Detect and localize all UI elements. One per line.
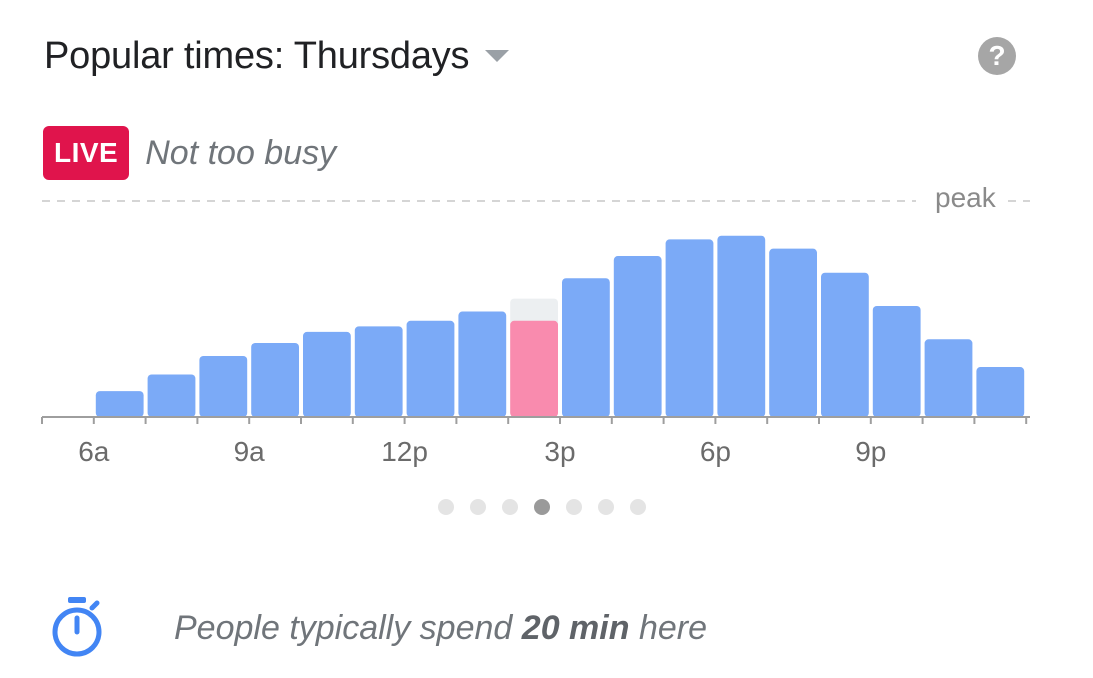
timer-icon	[52, 597, 102, 657]
bar-9p[interactable]	[872, 306, 921, 417]
help-button[interactable]: ?	[978, 37, 1016, 75]
bar-5p[interactable]	[665, 239, 714, 417]
live-badge: LIVE	[43, 126, 130, 180]
pager-dot[interactable]	[598, 499, 614, 515]
peak-label: peak	[935, 182, 997, 213]
x-ticks	[41, 417, 1028, 424]
bar-8a[interactable]	[199, 355, 248, 417]
spend-prefix: People typically spend	[174, 608, 522, 647]
spend-duration: 20 min	[521, 608, 630, 647]
bar-11p[interactable]	[976, 367, 1025, 417]
live-row: LIVE Not too busy	[43, 126, 336, 180]
title-row: Popular times: Thursdays	[44, 28, 515, 84]
bar-7p[interactable]	[769, 248, 817, 417]
day-pager	[438, 499, 646, 515]
bar-4p[interactable]	[613, 256, 662, 417]
bar-9a[interactable]	[251, 343, 299, 417]
bar-7a[interactable]	[147, 374, 196, 417]
bar-6p[interactable]	[717, 235, 766, 417]
spend-row: People typically spend 20 min here	[50, 596, 707, 660]
x-tick-label: 3p	[544, 436, 575, 467]
x-tick-labels: 6a 9a 12p 3p 6p 9p	[78, 436, 886, 467]
live-status: Not too busy	[145, 133, 337, 172]
bar-6a[interactable]	[95, 391, 144, 417]
bar-11a[interactable]	[354, 326, 403, 417]
bars	[95, 235, 1025, 417]
spend-text: People typically spend 20 min here	[174, 609, 707, 648]
x-tick-label: 6a	[78, 436, 110, 467]
x-tick-label: 9p	[855, 436, 886, 467]
pager-dot[interactable]	[502, 499, 518, 515]
spend-suffix: here	[629, 608, 707, 647]
x-tick-label: 6p	[700, 436, 731, 467]
pager-dot[interactable]	[438, 499, 454, 515]
bar-10p[interactable]	[924, 339, 973, 417]
bar-1p[interactable]	[458, 311, 507, 417]
popular-times-chart: peak 6a 9a 12p 3p 6p 9p	[41, 182, 1030, 467]
bar-8p[interactable]	[821, 272, 869, 417]
bar-3p[interactable]	[562, 278, 610, 417]
caret-down-icon	[485, 50, 510, 62]
page-title: Popular times: Thursdays	[44, 34, 470, 77]
pager-dot[interactable]	[630, 499, 646, 515]
bar-10a[interactable]	[303, 331, 351, 417]
bar-2p[interactable]	[510, 320, 558, 417]
x-tick-label: 12p	[381, 436, 428, 467]
pager-dot[interactable]	[534, 499, 550, 515]
help-icon: ?	[988, 40, 1006, 71]
bar-12p[interactable]	[406, 320, 455, 417]
day-dropdown-button[interactable]	[479, 36, 515, 76]
pager-dot[interactable]	[566, 499, 582, 515]
pager-dot[interactable]	[470, 499, 486, 515]
x-tick-label: 9a	[234, 436, 266, 467]
